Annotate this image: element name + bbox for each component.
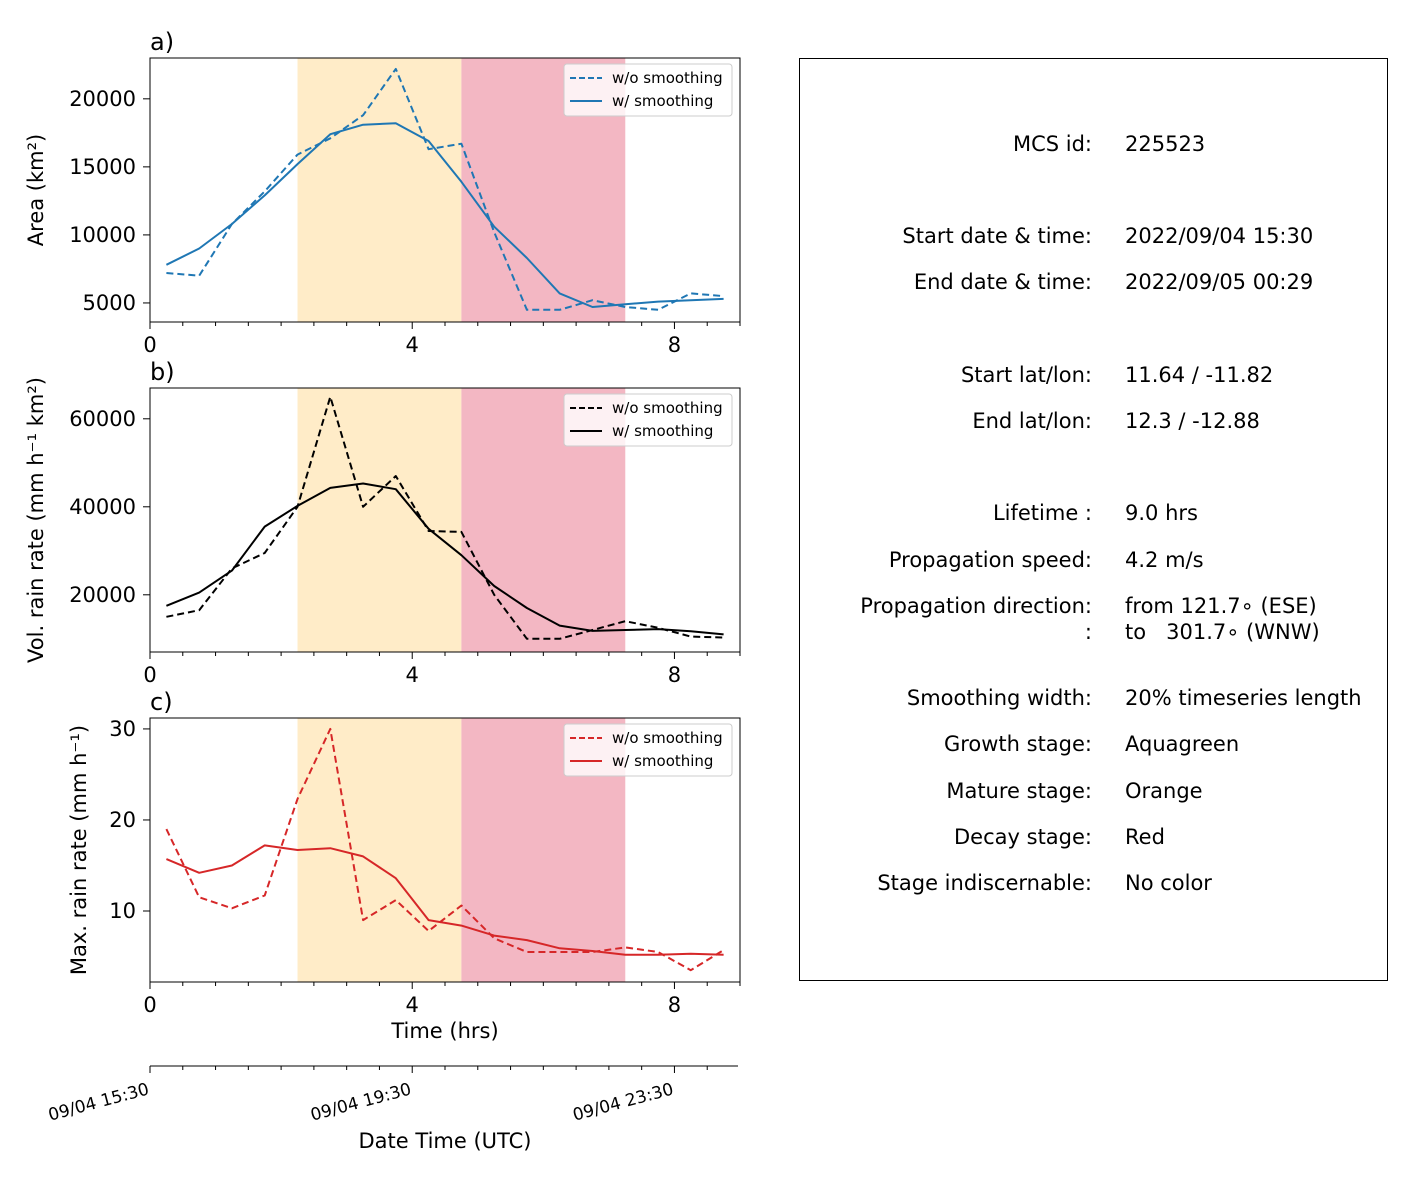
- mature-stage-span: [297, 388, 462, 652]
- info-value: 12.3 / -12.88: [1125, 409, 1260, 433]
- legend-box: [563, 393, 733, 447]
- y-axis-label: Vol. rain rate (mm h⁻¹ km²): [24, 377, 48, 663]
- info-label: Smoothing width:: [906, 686, 1092, 710]
- info-value: 11.64 / -11.82: [1125, 363, 1274, 387]
- info-label: Stage indiscernable:: [877, 871, 1092, 895]
- y-tick-label: 40000: [69, 495, 136, 519]
- y-tick-label: 60000: [69, 407, 136, 431]
- chart-panel-1: 0 4 8 5000 10000 15000 20000 a) Area (km²) w/o sm…: [24, 28, 741, 357]
- y-tick-label: 15000: [69, 155, 136, 179]
- info-label: Lifetime :: [992, 501, 1092, 525]
- mature-stage-span: [297, 718, 462, 982]
- y-tick-label: 10000: [69, 223, 136, 247]
- x-tick-label: 0: [143, 663, 156, 687]
- chart-panel-2: 0 4 8 20000 40000 60000 b) Vol. rain rate (mm h…: [24, 358, 741, 687]
- y-tick-label: 20000: [69, 87, 136, 111]
- info-value: 9.0 hrs: [1125, 501, 1198, 525]
- y-axis-label: Area (km²): [24, 134, 48, 246]
- legend-label: w/o smoothing: [612, 69, 723, 87]
- info-value: to 301.7∘ (WNW): [1125, 620, 1320, 644]
- info-value: No color: [1125, 871, 1212, 895]
- datetime-tick-label: 09/04 19:30: [308, 1080, 413, 1126]
- datetime-tick-label: 09/04 15:30: [46, 1080, 151, 1126]
- series-line-smoothed: [166, 482, 724, 636]
- y-tick-label: 20000: [69, 583, 136, 607]
- info-label: Propagation direction:: [860, 594, 1092, 618]
- series-line-raw: [166, 395, 724, 640]
- info-value: 2022/09/04 15:30: [1125, 224, 1314, 248]
- info-value: Aquagreen: [1125, 732, 1240, 756]
- legend-label: w/o smoothing: [612, 729, 723, 747]
- info-label: Start date & time:: [902, 224, 1092, 248]
- legend-label: w/ smoothing: [612, 422, 713, 440]
- panel-label: a): [150, 28, 174, 56]
- legend-label: w/o smoothing: [612, 399, 723, 417]
- info-value: 20% timeseries length: [1125, 686, 1362, 710]
- y-tick-label: 10: [109, 899, 136, 923]
- y-tick-label: 20: [109, 808, 136, 832]
- info-value: 225523: [1125, 132, 1206, 156]
- info-value: from 121.7∘ (ESE): [1125, 594, 1317, 618]
- panel-label: c): [150, 688, 173, 716]
- x-tick-label: 4: [406, 663, 419, 687]
- panel-label: b): [150, 358, 175, 386]
- info-value: Red: [1125, 825, 1165, 849]
- legend-label: w/ smoothing: [612, 92, 713, 110]
- info-label: End lat/lon:: [972, 409, 1092, 433]
- x-tick-label: 4: [406, 333, 419, 357]
- x-axis-label: Time (hrs): [390, 1019, 498, 1043]
- x-tick-label: 4: [406, 993, 419, 1017]
- x-tick-label: 0: [143, 333, 156, 357]
- legend: w/o smoothing w/ smoothing: [563, 63, 733, 117]
- x-tick-label: 8: [668, 333, 681, 357]
- x-tick-label: 8: [668, 993, 681, 1017]
- y-tick-label: 5000: [83, 291, 136, 315]
- info-value: 2022/09/05 00:29: [1125, 270, 1314, 294]
- datetime-axis: 09/04 15:30 09/04 19:30 09/04 23:30 Date Ti…: [46, 1065, 738, 1153]
- series-line-smoothed: [166, 844, 724, 956]
- legend-box: [563, 723, 733, 777]
- info-label: Mature stage:: [946, 779, 1092, 803]
- info-value: Orange: [1125, 779, 1203, 803]
- mature-stage-span: [297, 58, 462, 322]
- legend: w/o smoothing w/ smoothing: [563, 393, 733, 447]
- info-label: :: [1084, 620, 1092, 644]
- legend: w/o smoothing w/ smoothing: [563, 723, 733, 777]
- legend-label: w/ smoothing: [612, 752, 713, 770]
- x-tick-label: 0: [143, 993, 156, 1017]
- info-label: Propagation speed:: [888, 548, 1092, 572]
- y-axis-label: Max. rain rate (mm h⁻¹): [67, 725, 91, 975]
- info-label: MCS id:: [1012, 132, 1092, 156]
- datetime-tick-label: 09/04 23:30: [571, 1080, 676, 1126]
- x-tick-label: 8: [668, 663, 681, 687]
- y-tick-label: 30: [109, 717, 136, 741]
- series-line-raw: [166, 67, 724, 311]
- info-label: Decay stage:: [954, 825, 1092, 849]
- legend-box: [563, 63, 733, 117]
- info-label: Start lat/lon:: [960, 363, 1092, 387]
- info-label: End date & time:: [913, 270, 1092, 294]
- mcs-info-panel: MCS id: 225523 Start date & time: 2022/09/0…: [799, 58, 1388, 981]
- chart-panel-3: 0 4 8 10 20 30 c) Max. rain rate (mm h⁻¹) Time (…: [67, 688, 741, 1043]
- info-label: Growth stage:: [943, 732, 1092, 756]
- series-line-raw: [165, 727, 725, 972]
- series-line-smoothed: [165, 122, 724, 308]
- info-value: 4.2 m/s: [1125, 548, 1204, 572]
- datetime-axis-label: Date Time (UTC): [359, 1129, 532, 1153]
